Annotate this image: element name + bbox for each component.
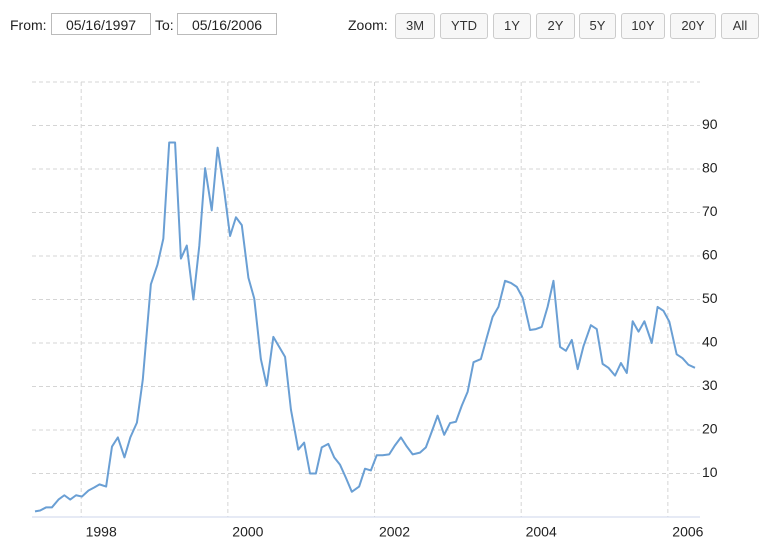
y-tick-label: 20 (702, 421, 718, 437)
zoom-button[interactable]: 2Y (536, 13, 575, 39)
y-tick-label: 60 (702, 247, 718, 263)
to-label: To: (155, 17, 174, 33)
zoom-button[interactable]: 20Y (670, 13, 716, 39)
x-tick-label: 2002 (379, 524, 410, 540)
y-tick-label: 10 (702, 464, 718, 480)
zoom-button[interactable]: All (721, 13, 759, 39)
toolbar: From: 05/16/1997 To: 05/16/2006 Zoom: 3M… (0, 0, 770, 50)
y-tick-label: 90 (702, 116, 718, 132)
x-tick-label: 2004 (526, 524, 557, 540)
x-tick-label: 2006 (672, 524, 703, 540)
zoom-button[interactable]: 5Y (579, 13, 616, 39)
zoom-button[interactable]: 3M (395, 13, 435, 39)
y-tick-label: 30 (702, 377, 718, 393)
zoom-button[interactable]: YTD (440, 13, 488, 39)
from-input[interactable]: 05/16/1997 (51, 13, 151, 35)
line-series (34, 141, 696, 513)
to-input[interactable]: 05/16/2006 (177, 13, 277, 35)
x-tick-label: 2000 (232, 524, 263, 540)
zoom-label: Zoom: (348, 17, 388, 33)
y-tick-label: 40 (702, 334, 718, 350)
zoom-button[interactable]: 1Y (493, 13, 531, 39)
zoom-button[interactable]: 10Y (621, 13, 665, 39)
y-tick-label: 50 (702, 290, 718, 306)
y-tick-label: 80 (702, 160, 718, 176)
from-label: From: (10, 17, 47, 33)
y-tick-label: 70 (702, 203, 718, 219)
x-tick-label: 1998 (86, 524, 117, 540)
